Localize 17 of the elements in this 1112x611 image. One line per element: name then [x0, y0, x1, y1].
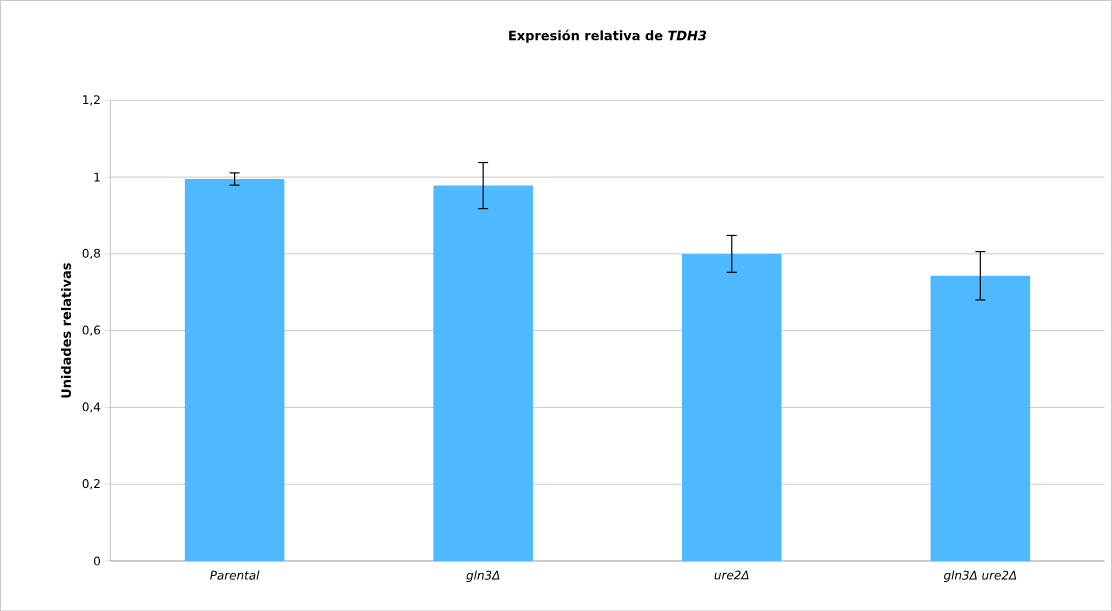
- y-axis-title: Unidades relativas: [60, 262, 72, 398]
- bar: [681, 253, 782, 561]
- x-tick-label: gln3Δ: [466, 570, 500, 582]
- x-tick-label: ure2Δ: [714, 570, 749, 580]
- y-tick-label: 1: [94, 172, 100, 182]
- x-tick-label: gln3Δ ure2Δ: [943, 570, 1017, 582]
- chart-title: Expresión relativa de TDH3: [509, 29, 707, 43]
- bar: [433, 185, 533, 561]
- bar: [930, 275, 1031, 561]
- y-tick-label: 0,6: [82, 325, 101, 336]
- y-tick-label: 1,2: [83, 95, 100, 106]
- y-tick-label: 0,2: [82, 478, 100, 490]
- y-tick-label: 0: [94, 556, 101, 566]
- bar: [184, 178, 285, 561]
- y-tick-label: 0,4: [82, 402, 101, 413]
- y-tick-label: 0,8: [82, 248, 100, 259]
- x-tick-label: Parental: [210, 570, 260, 580]
